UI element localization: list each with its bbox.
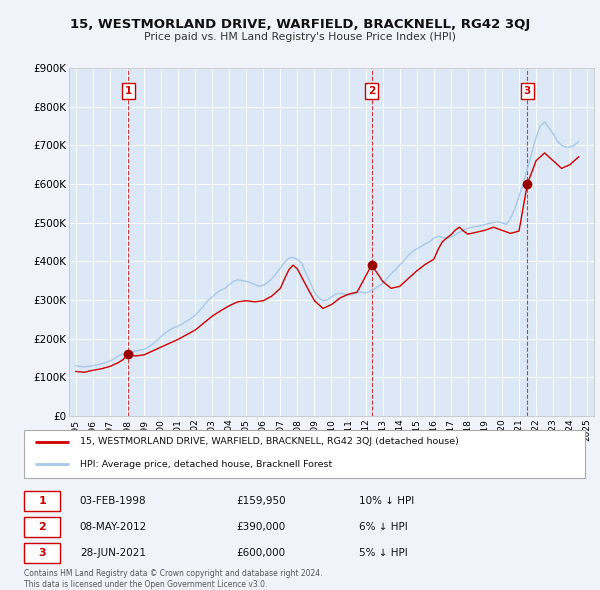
FancyBboxPatch shape [24,491,60,511]
Text: 2: 2 [368,86,375,96]
Text: £390,000: £390,000 [236,522,285,532]
Text: 5% ↓ HPI: 5% ↓ HPI [359,548,407,558]
Text: £159,950: £159,950 [236,496,286,506]
Text: HPI: Average price, detached house, Bracknell Forest: HPI: Average price, detached house, Brac… [80,460,332,469]
Text: Price paid vs. HM Land Registry's House Price Index (HPI): Price paid vs. HM Land Registry's House … [144,32,456,42]
Text: 15, WESTMORLAND DRIVE, WARFIELD, BRACKNELL, RG42 3QJ (detached house): 15, WESTMORLAND DRIVE, WARFIELD, BRACKNE… [80,437,459,446]
Text: 03-FEB-1998: 03-FEB-1998 [80,496,146,506]
FancyBboxPatch shape [24,517,60,537]
Text: 3: 3 [38,548,46,558]
Text: Contains HM Land Registry data © Crown copyright and database right 2024.
This d: Contains HM Land Registry data © Crown c… [24,569,323,589]
Text: 1: 1 [125,86,132,96]
Text: 10% ↓ HPI: 10% ↓ HPI [359,496,414,506]
Text: 2: 2 [38,522,46,532]
Text: 28-JUN-2021: 28-JUN-2021 [80,548,146,558]
Text: 08-MAY-2012: 08-MAY-2012 [80,522,147,532]
Text: 6% ↓ HPI: 6% ↓ HPI [359,522,407,532]
Text: 3: 3 [524,86,531,96]
FancyBboxPatch shape [24,543,60,563]
FancyBboxPatch shape [24,430,585,478]
Text: 1: 1 [38,496,46,506]
Text: 15, WESTMORLAND DRIVE, WARFIELD, BRACKNELL, RG42 3QJ: 15, WESTMORLAND DRIVE, WARFIELD, BRACKNE… [70,18,530,31]
Text: £600,000: £600,000 [236,548,285,558]
